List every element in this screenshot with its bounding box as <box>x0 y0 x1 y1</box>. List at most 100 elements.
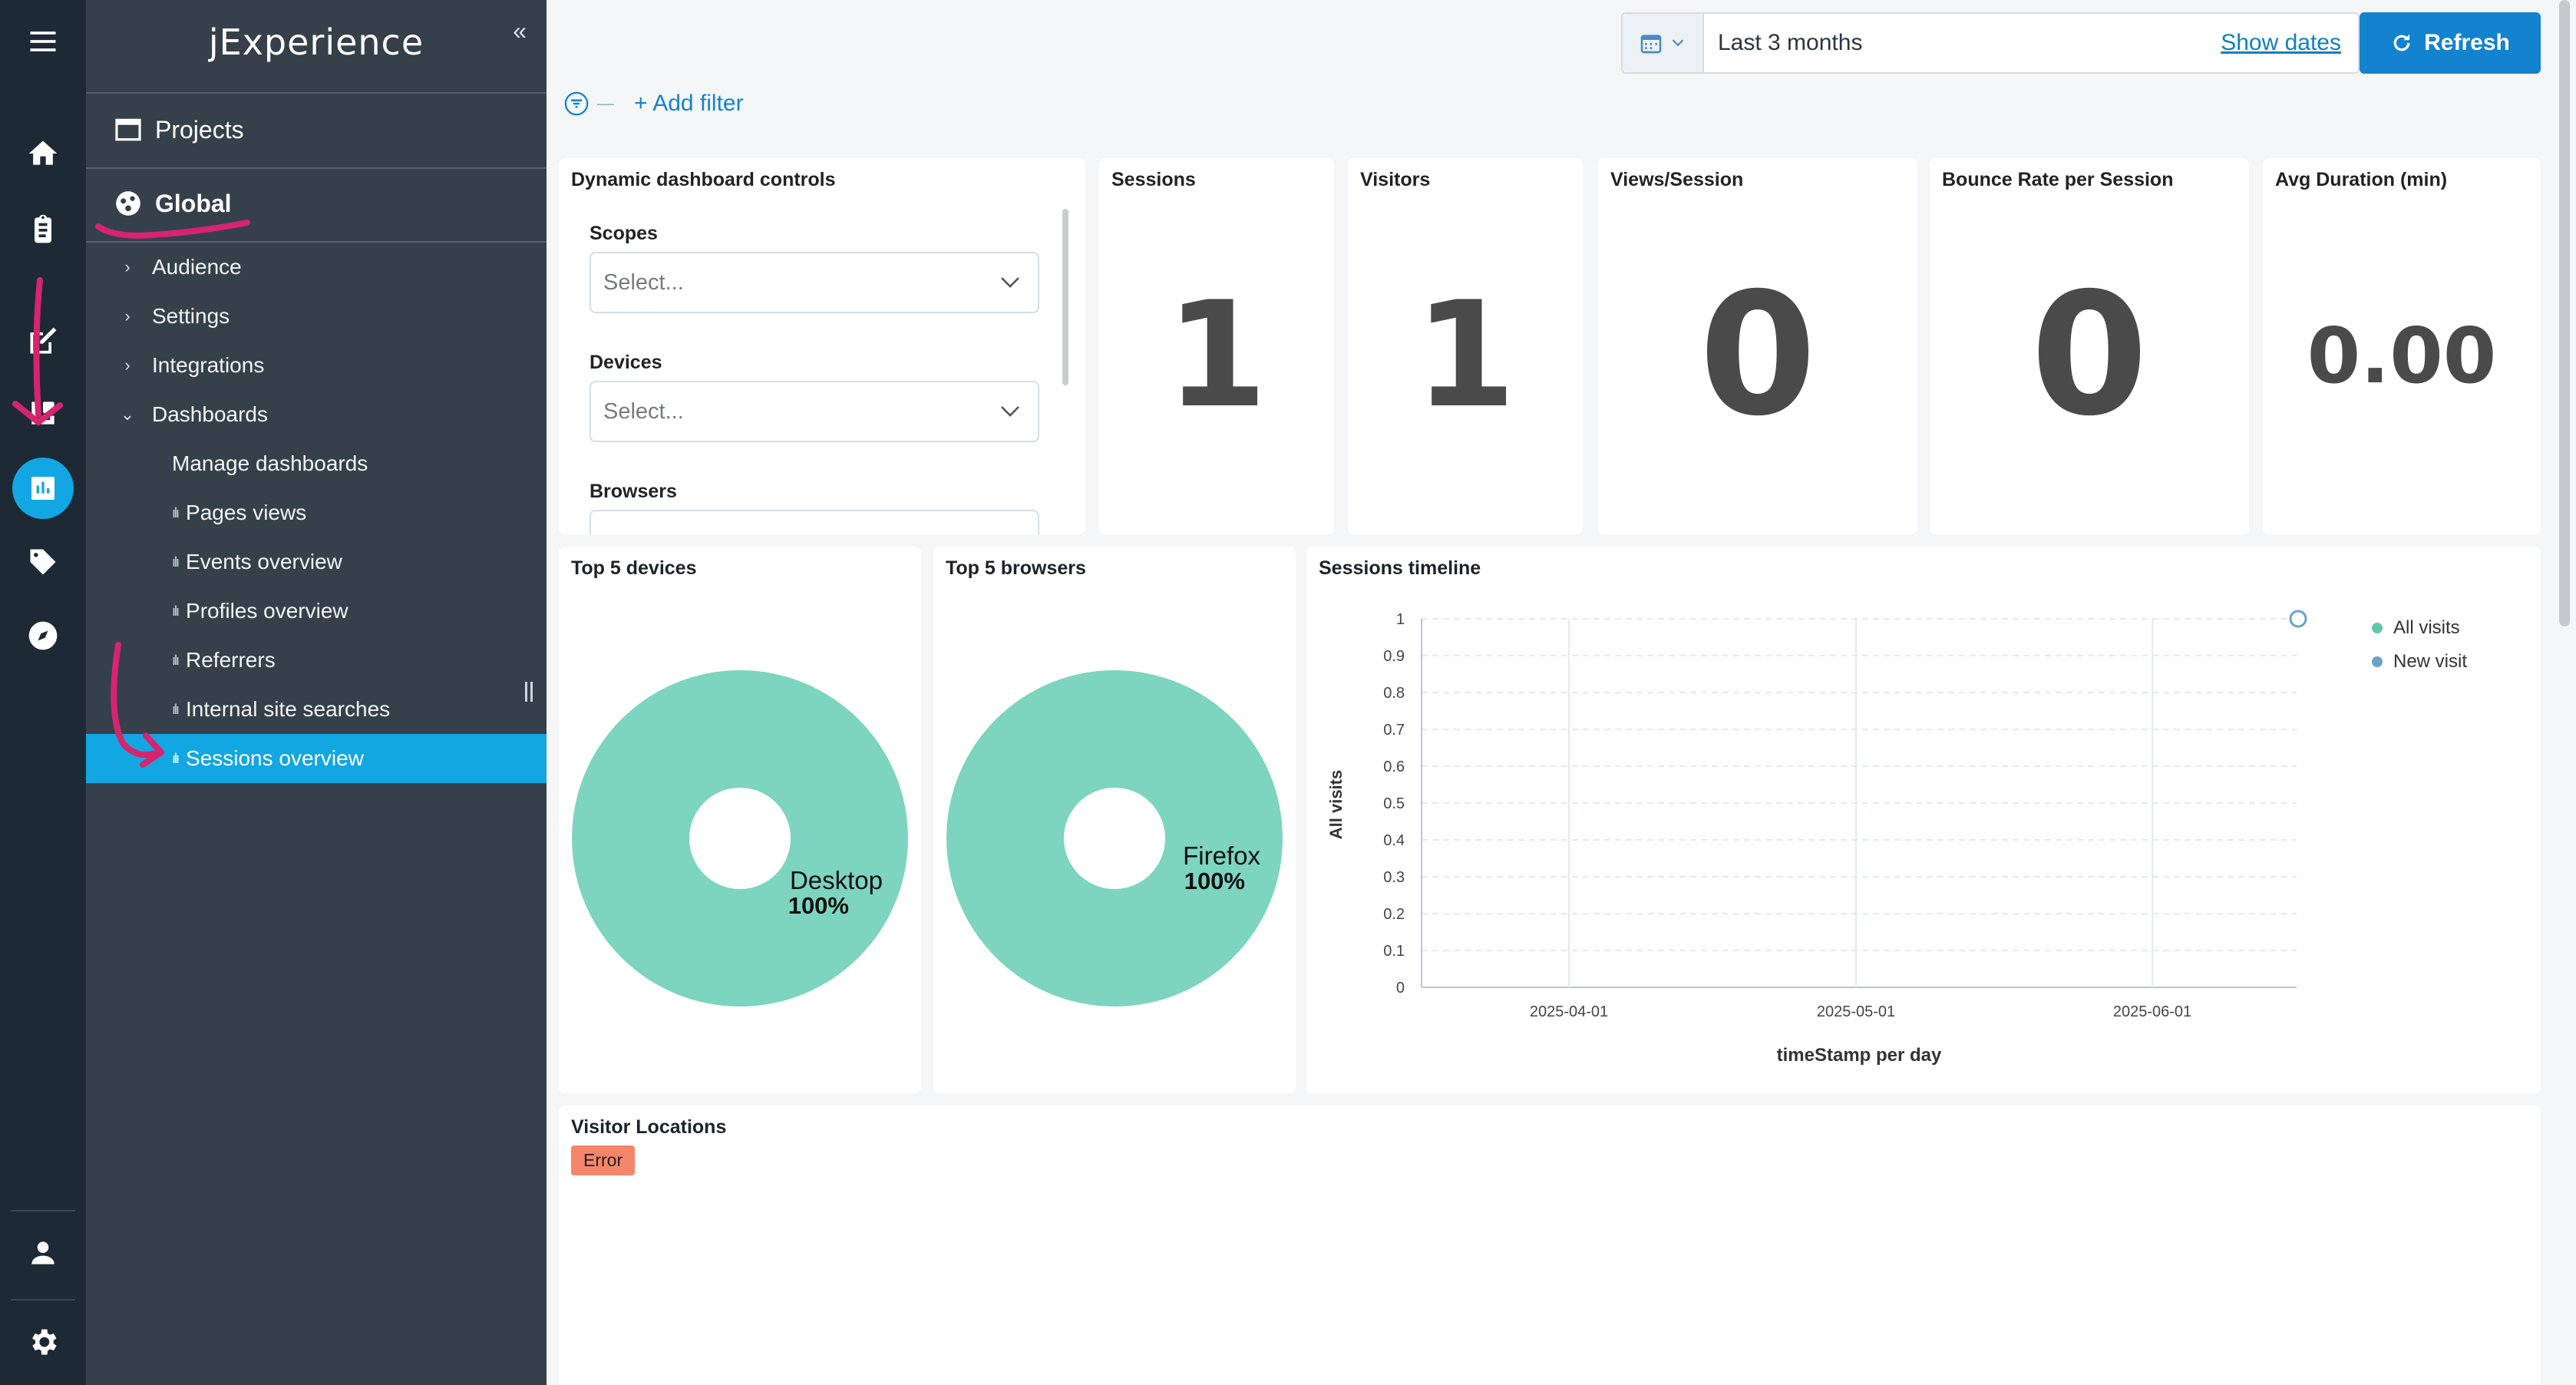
navigation-panel: jExperience « Projects Global › Audience… <box>86 0 547 1385</box>
sidebar-item-referrers[interactable]: ılı Referrers <box>86 636 547 685</box>
y-tick-label: 0.3 <box>1383 869 1405 886</box>
x-tick-label: 2025-05-01 <box>1817 1003 1895 1020</box>
y-axis-label: All visits <box>1326 770 1346 839</box>
sessions-timeline-chart: 1 0.9 0.8 0.7 0.6 0.5 0.4 0.3 0.2 0.1 0 2025-04-01… <box>1326 610 2307 1066</box>
sidebar-item-events-overview[interactable]: ılı Events overview <box>86 537 547 587</box>
sidebar-item-label: Manage dashboards <box>172 451 368 475</box>
dashboard-controls-card: Dynamic dashboard controls Scopes Select… <box>559 158 1085 534</box>
calendar-button[interactable] <box>1623 14 1704 72</box>
filter-separator: — <box>597 94 614 113</box>
sidebar-item-pages-views[interactable]: ılı Pages views <box>86 488 547 537</box>
add-filter-button[interactable]: + Add filter <box>634 91 744 116</box>
refresh-button[interactable]: Refresh <box>2360 12 2541 74</box>
window-icon <box>115 118 141 141</box>
nav-divider <box>86 167 547 169</box>
panel-resize-handle[interactable] <box>525 682 533 702</box>
top-browsers-card: Top 5 browsers Firefox 100% <box>933 547 1296 1093</box>
browsers-select[interactable] <box>590 510 1039 534</box>
kpi-avg-duration-card: Avg Duration (min) 0.00 <box>2263 158 2541 534</box>
y-tick-label: 0.1 <box>1383 943 1405 960</box>
slice-label: Desktop <box>790 866 883 894</box>
clipboard-icon[interactable] <box>20 206 66 252</box>
data-point[interactable] <box>2289 610 2307 628</box>
sidebar-item-label: Referrers <box>186 648 276 672</box>
sidebar-item-integrations[interactable]: › Integrations <box>86 341 547 390</box>
sidebar-item-label: Pages views <box>186 501 307 524</box>
chevron-down-icon: ⌄ <box>120 405 135 424</box>
settings-icon[interactable] <box>20 1319 66 1365</box>
kpi-views-session-card: Views/Session 0 <box>1598 158 1917 534</box>
chart-grid <box>1421 618 2297 988</box>
icon-rail <box>0 0 86 1385</box>
y-tick-label: 0.4 <box>1383 832 1405 849</box>
legend-dot <box>2372 623 2383 633</box>
chevron-right-icon: › <box>124 257 130 276</box>
legend-item-all-visits[interactable]: All visits <box>2372 617 2460 639</box>
bar-chart-icon: ılı <box>172 701 180 717</box>
global-link[interactable]: Global <box>114 189 232 218</box>
kpi-value: 0 <box>1699 256 1817 453</box>
show-dates-link[interactable]: Show dates <box>2221 30 2341 55</box>
analytics-icon[interactable] <box>12 458 74 519</box>
x-axis: 2025-04-01 2025-05-01 2025-06-01 <box>1530 1003 2191 1020</box>
controls-scrollbar[interactable] <box>1062 209 1068 385</box>
card-title: Sessions <box>1111 169 1196 190</box>
y-tick-label: 0.9 <box>1383 648 1405 665</box>
y-tick-label: 0.5 <box>1383 795 1405 812</box>
sidebar-item-label: Integrations <box>152 353 265 377</box>
sidebar-item-label: Settings <box>152 304 230 328</box>
projects-label: Projects <box>155 115 244 144</box>
sidebar-item-settings[interactable]: › Settings <box>86 292 547 341</box>
sidebar-item-label: Audience <box>152 255 242 279</box>
bar-chart-icon: ılı <box>172 652 180 668</box>
tag-icon[interactable] <box>20 539 66 585</box>
sidebar-item-dashboards[interactable]: ⌄ Dashboards <box>86 390 547 439</box>
devices-placeholder: Select... <box>603 398 684 424</box>
chevron-right-icon: › <box>124 306 130 326</box>
sidebar-item-manage-dashboards[interactable]: Manage dashboards <box>86 439 547 488</box>
devices-select[interactable]: Select... <box>590 381 1039 442</box>
browsers-label: Browsers <box>590 481 677 502</box>
page-scrollbar-thumb[interactable] <box>2559 0 2570 626</box>
rail-divider <box>11 1210 75 1211</box>
card-title: Sessions timeline <box>1319 557 1481 579</box>
sidebar-item-audience[interactable]: › Audience <box>86 243 547 292</box>
card-title: Visitors <box>1360 169 1431 190</box>
chevron-down-icon <box>1001 277 1019 288</box>
card-title: Bounce Rate per Session <box>1942 169 2174 190</box>
legend-label: New visit <box>2393 651 2468 672</box>
browsers-donut-chart: Firefox 100% <box>946 670 1283 1007</box>
sidebar-item-sessions-overview[interactable]: ılı Sessions overview <box>86 734 547 783</box>
calendar-icon <box>1640 35 1662 54</box>
compass-icon[interactable] <box>20 613 66 659</box>
rail-divider <box>11 1299 75 1301</box>
slice-percent: 100% <box>788 892 849 919</box>
projects-link[interactable]: Projects <box>114 115 244 144</box>
card-title: Top 5 browsers <box>946 557 1086 579</box>
date-range-picker[interactable]: Last 3 months Show dates <box>1621 12 2360 74</box>
date-range-value: Last 3 months <box>1718 30 1863 55</box>
collapse-nav-button[interactable]: « <box>513 17 527 45</box>
kpi-value: 1 <box>1414 270 1517 440</box>
filter-icon[interactable] <box>563 91 590 117</box>
kpi-visitors-card: Visitors 1 <box>1348 158 1583 534</box>
kpi-value: 0 <box>2030 256 2148 453</box>
sidebar-item-internal-site-searches[interactable]: ılı Internal site searches <box>86 685 547 734</box>
bar-chart-icon: ılı <box>172 504 180 521</box>
integrations-icon[interactable] <box>20 390 66 436</box>
legend-item-new-visit[interactable]: New visit <box>2372 651 2467 673</box>
y-tick-label: 1 <box>1396 611 1405 628</box>
y-tick-label: 0.2 <box>1383 906 1405 923</box>
error-badge: Error <box>571 1145 636 1175</box>
menu-icon[interactable] <box>20 18 66 64</box>
user-icon[interactable] <box>20 1230 66 1276</box>
y-axis: 1 0.9 0.8 0.7 0.6 0.5 0.4 0.3 0.2 0.1 0 <box>1383 611 1405 997</box>
scopes-select[interactable]: Select... <box>590 252 1039 313</box>
chevron-down-icon <box>1672 39 1684 47</box>
edit-icon[interactable] <box>20 318 66 364</box>
x-axis-label: timeStamp per day <box>1777 1045 1942 1066</box>
home-icon[interactable] <box>20 131 66 177</box>
sidebar-item-label: Sessions overview <box>186 746 364 770</box>
sidebar-item-profiles-overview[interactable]: ılı Profiles overview <box>86 587 547 636</box>
y-tick-label: 0.7 <box>1383 722 1405 739</box>
